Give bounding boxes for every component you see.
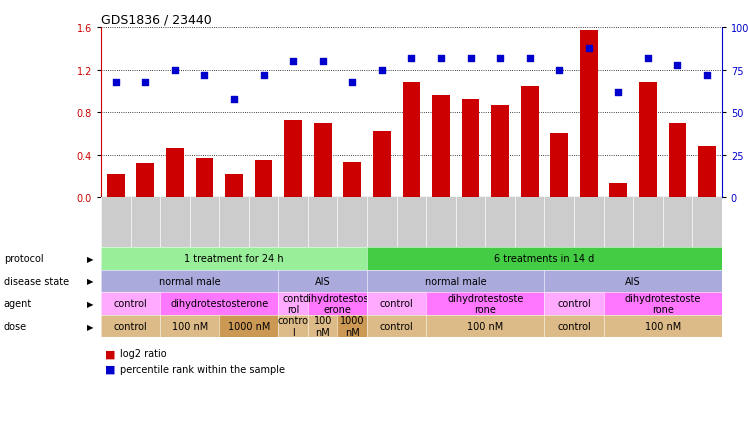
Bar: [255, 161, 272, 197]
Bar: [610, 184, 628, 197]
Bar: [107, 174, 125, 197]
Point: [287, 59, 299, 66]
Text: percentile rank within the sample: percentile rank within the sample: [120, 364, 285, 374]
Point: [583, 45, 595, 52]
Text: agent: agent: [4, 299, 32, 309]
Point: [494, 55, 506, 62]
Text: ▶: ▶: [87, 254, 93, 263]
Text: protocol: protocol: [4, 254, 43, 263]
Text: ▶: ▶: [87, 322, 93, 331]
Bar: [343, 163, 361, 197]
Bar: [225, 174, 243, 197]
Text: ■: ■: [105, 364, 115, 374]
Bar: [639, 83, 657, 197]
Text: control: control: [557, 322, 591, 331]
Bar: [462, 100, 479, 197]
Bar: [432, 96, 450, 197]
Text: 1000
nM: 1000 nM: [340, 316, 364, 337]
Text: dihydrotestost
erone: dihydrotestost erone: [302, 293, 373, 315]
Text: dihydrotestoste
rone: dihydrotestoste rone: [447, 293, 524, 315]
Point: [169, 67, 181, 74]
Point: [613, 89, 625, 96]
Point: [110, 79, 122, 86]
Text: contro
l: contro l: [278, 316, 309, 337]
Point: [701, 72, 713, 79]
Point: [672, 62, 684, 69]
Point: [465, 55, 476, 62]
Text: log2 ratio: log2 ratio: [120, 349, 166, 358]
Text: 1 treatment for 24 h: 1 treatment for 24 h: [184, 254, 283, 263]
Text: AIS: AIS: [625, 276, 641, 286]
Text: dose: dose: [4, 322, 27, 331]
Bar: [373, 132, 390, 197]
Point: [405, 55, 417, 62]
Bar: [580, 31, 598, 197]
Text: ■: ■: [105, 349, 115, 358]
Text: 100
nM: 100 nM: [313, 316, 332, 337]
Point: [435, 55, 447, 62]
Text: control: control: [380, 299, 414, 309]
Text: cont
rol: cont rol: [283, 293, 304, 315]
Bar: [284, 120, 302, 197]
Point: [375, 67, 387, 74]
Bar: [491, 105, 509, 197]
Text: normal male: normal male: [159, 276, 221, 286]
Point: [228, 96, 240, 103]
Text: 100 nM: 100 nM: [645, 322, 681, 331]
Text: 100 nM: 100 nM: [171, 322, 208, 331]
Text: control: control: [114, 299, 147, 309]
Text: ▶: ▶: [87, 277, 93, 286]
Bar: [551, 134, 568, 197]
Point: [346, 79, 358, 86]
Text: control: control: [557, 299, 591, 309]
Text: dihydrotestoste
rone: dihydrotestoste rone: [625, 293, 701, 315]
Text: control: control: [380, 322, 414, 331]
Text: ▶: ▶: [87, 299, 93, 308]
Point: [198, 72, 210, 79]
Text: disease state: disease state: [4, 276, 69, 286]
Point: [524, 55, 536, 62]
Text: 100 nM: 100 nM: [468, 322, 503, 331]
Point: [316, 59, 328, 66]
Bar: [402, 83, 420, 197]
Text: GDS1836 / 23440: GDS1836 / 23440: [101, 13, 212, 26]
Text: AIS: AIS: [315, 276, 331, 286]
Text: 6 treatments in 14 d: 6 treatments in 14 d: [494, 254, 595, 263]
Text: control: control: [114, 322, 147, 331]
Text: normal male: normal male: [425, 276, 486, 286]
Bar: [521, 86, 539, 197]
Text: dihydrotestosterone: dihydrotestosterone: [170, 299, 269, 309]
Bar: [698, 147, 716, 197]
Bar: [166, 149, 184, 197]
Bar: [669, 123, 687, 197]
Point: [257, 72, 269, 79]
Text: 1000 nM: 1000 nM: [227, 322, 270, 331]
Point: [554, 67, 565, 74]
Point: [642, 55, 654, 62]
Bar: [136, 164, 154, 197]
Bar: [314, 123, 331, 197]
Bar: [195, 158, 213, 197]
Point: [139, 79, 151, 86]
